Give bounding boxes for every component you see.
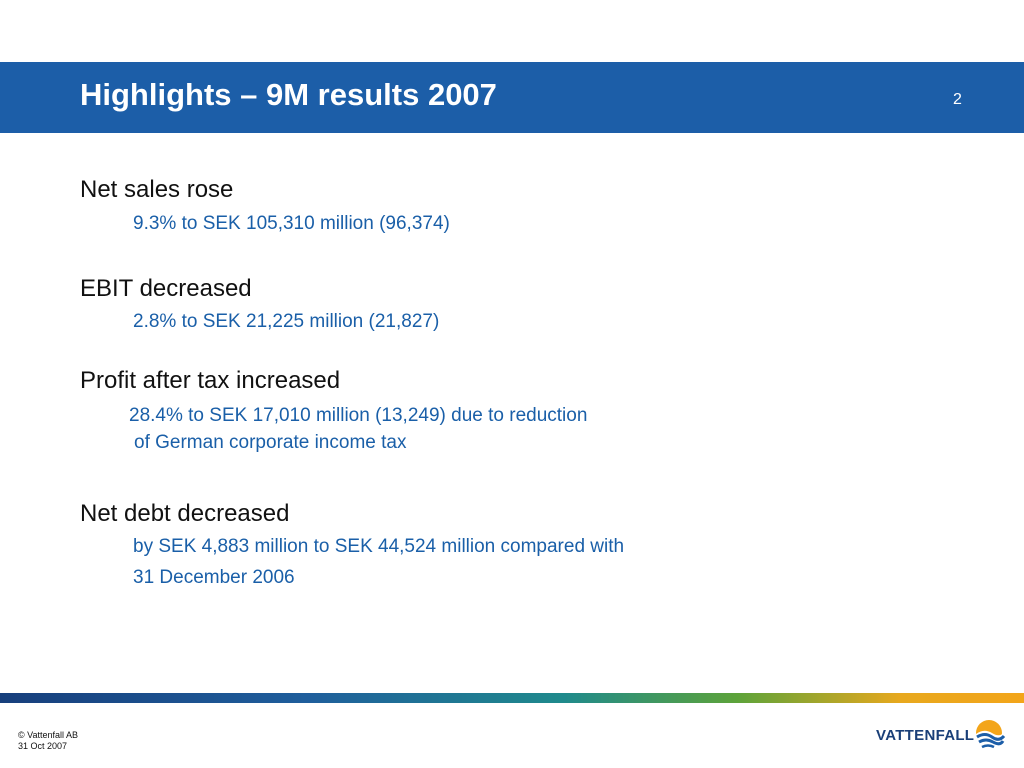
logo-text: VATTENFALL (876, 727, 975, 744)
highlight-detail-profit-line2: of German corporate income tax (134, 432, 407, 453)
highlight-heading-net-debt: Net debt decreased (80, 500, 290, 527)
highlight-heading-profit: Profit after tax increased (80, 367, 341, 394)
highlight-detail-ebit: 2.8% to SEK 21,225 million (21,827) (133, 311, 440, 332)
footer-gradient-bar (0, 693, 1024, 703)
highlight-heading-ebit: EBIT decreased (80, 275, 252, 302)
vattenfall-sun-water-icon (972, 718, 1006, 757)
footer-date: 31 Oct 2007 (18, 741, 68, 751)
footer-copyright: © Vattenfall AB 31 Oct 2007 (18, 730, 78, 752)
highlight-detail-net-sales: 9.3% to SEK 105,310 million (96,374) (133, 213, 450, 234)
highlight-detail-net-debt-line2: 31 December 2006 (133, 567, 295, 588)
highlight-detail-net-debt-line1: by SEK 4,883 million to SEK 44,524 milli… (133, 536, 625, 557)
page-number: 2 (953, 91, 962, 108)
title-bar (0, 62, 1024, 133)
slide-title: Highlights – 9M results 2007 (80, 77, 497, 112)
copyright-text: © Vattenfall AB (18, 730, 78, 740)
highlight-heading-net-sales: Net sales rose (80, 176, 234, 203)
highlight-detail-profit-line1: 28.4% to SEK 17,010 million (13,249) due… (129, 405, 588, 426)
